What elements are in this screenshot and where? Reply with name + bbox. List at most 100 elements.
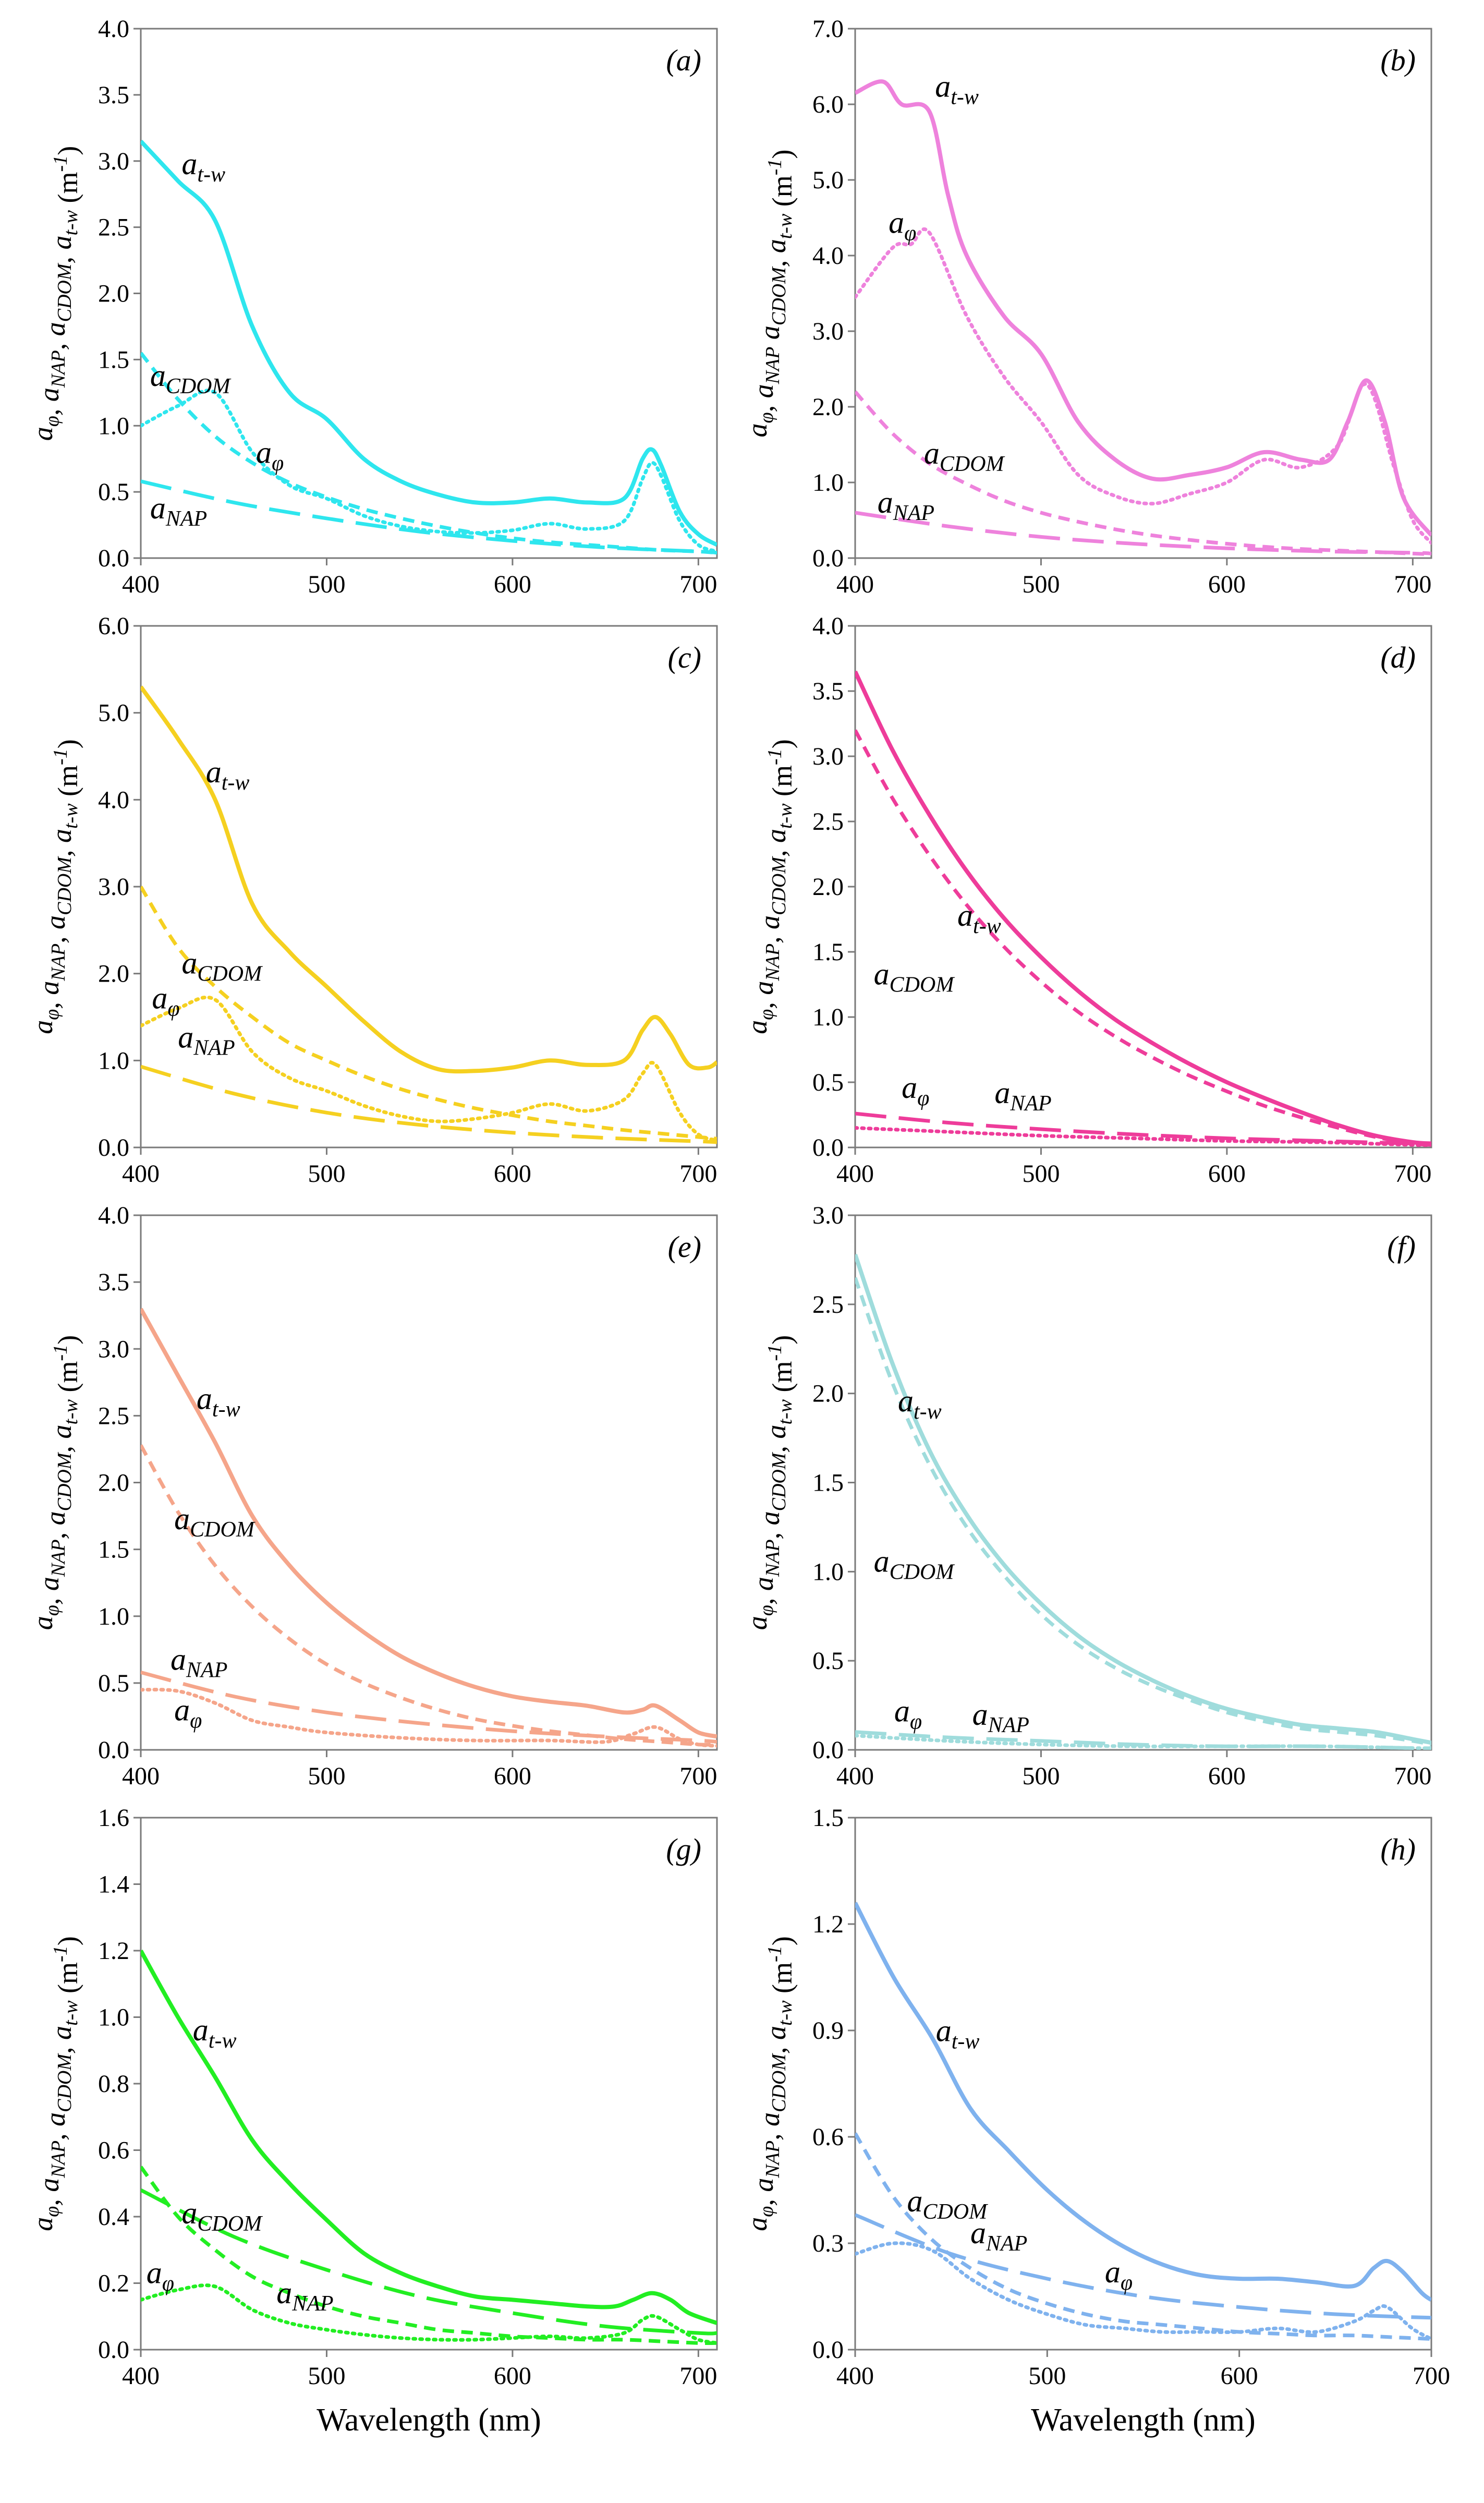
y-tick-label: 0.0 — [98, 2336, 129, 2364]
y-tick-label: 2.5 — [98, 214, 129, 241]
y-tick-label: 1.2 — [812, 1910, 844, 1938]
y-tick-label: 1.5 — [812, 1469, 844, 1497]
y-tick-label: 0.6 — [812, 2123, 844, 2151]
series-group — [141, 1950, 717, 2345]
series-a-- — [855, 227, 1431, 545]
x-tick-label: 400 — [836, 1160, 874, 1188]
x-tick-label: 700 — [679, 1762, 717, 1790]
x-tick-label: 500 — [1022, 1762, 1060, 1790]
x-tick-label: 700 — [1394, 1762, 1431, 1790]
y-axis-label: aφ, aNAP, aCDOM, at-w (m-1) — [741, 1936, 798, 2231]
series-a-t-w — [855, 670, 1431, 1146]
y-tick-label: 2.0 — [812, 873, 844, 901]
plot-frame — [854, 28, 1432, 559]
series-a-nap — [855, 1111, 1431, 1146]
series-a-- — [141, 995, 717, 1143]
y-tick-label: 1.0 — [98, 1603, 129, 1630]
y-tick-label: 1.0 — [98, 412, 129, 440]
x-tick-label: 600 — [494, 1762, 531, 1790]
series-a-t-w — [141, 1950, 717, 2325]
y-tick-label: 4.0 — [812, 612, 844, 640]
series-a-- — [855, 2241, 1431, 2341]
y-tick-label: 2.0 — [812, 1380, 844, 1408]
series-group — [855, 670, 1431, 1147]
y-tick-label: 1.5 — [98, 346, 129, 373]
y-tick-label: 0.0 — [98, 1134, 129, 1162]
y-tick-label: 7.0 — [812, 15, 844, 43]
y-axis-label: aφ, aNAP, aCDOM, at-w (m-1) — [741, 1335, 798, 1630]
y-axis-label: aφ, aNAP aCDOM, at-w (m-1) — [741, 150, 798, 438]
series-a-cdom — [141, 2166, 717, 2345]
x-tick-label: 600 — [1208, 1160, 1246, 1188]
panel-label: (c) — [668, 640, 701, 674]
y-tick-label: 3.0 — [812, 1202, 844, 1229]
series-a-t-w — [141, 1308, 717, 1739]
series-a-nap — [855, 511, 1431, 555]
x-tick-label: 400 — [122, 2362, 160, 2390]
series-a-t-w — [141, 685, 717, 1074]
x-axis-label: Wavelength (nm) — [1031, 2402, 1256, 2438]
y-tick-label: 5.0 — [812, 166, 844, 194]
series-a-- — [141, 389, 717, 553]
series-a-cdom — [855, 729, 1431, 1147]
y-tick-label: 1.0 — [98, 1047, 129, 1074]
panel-g: 0.0 0.2 0.4 0.6 0.8 1.0 1.2 1.4 1.6 400 500 600 700 a… — [27, 1804, 718, 2438]
series-a-nap — [855, 1730, 1431, 1750]
series-a-nap — [855, 2213, 1431, 2320]
x-tick-label: 700 — [1394, 571, 1431, 598]
x-tick-label: 700 — [1394, 1160, 1431, 1188]
x-tick-label: 700 — [1413, 2362, 1450, 2390]
y-tick-label: 0.3 — [812, 2230, 844, 2257]
series-group — [855, 1253, 1431, 1750]
y-tick-label: 3.0 — [98, 873, 129, 901]
series-a-nap — [141, 479, 717, 555]
y-tick-label: 5.0 — [98, 699, 129, 727]
y-tick-label: 1.5 — [812, 938, 844, 966]
y-tick-label: 1.0 — [98, 2004, 129, 2032]
x-tick-label: 700 — [679, 2362, 717, 2390]
x-tick-label: 600 — [1208, 571, 1246, 598]
x-tick-label: 500 — [308, 1762, 345, 1790]
y-tick-label: 2.0 — [98, 960, 129, 988]
series-a-- — [855, 1734, 1431, 1750]
y-tick-label: 1.5 — [812, 1804, 844, 1832]
y-tick-label: 1.5 — [98, 1536, 129, 1564]
y-tick-label: 0.0 — [812, 2336, 844, 2364]
y-axis-label: aφ, aNAP, aCDOM, at-w (m-1) — [741, 739, 798, 1034]
panel-label: (d) — [1380, 640, 1416, 674]
x-tick-label: 600 — [494, 1160, 531, 1188]
y-tick-label: 6.0 — [812, 91, 844, 118]
y-tick-label: 2.5 — [98, 1402, 129, 1430]
x-tick-label: 500 — [1022, 571, 1060, 598]
x-tick-label: 500 — [1022, 1160, 1060, 1188]
panel-label: (e) — [668, 1230, 701, 1264]
panel-e: 0.0 0.5 1.0 1.5 2.0 2.5 3.0 3.5 4.0 400 500 600 700 a… — [27, 1202, 718, 1790]
series-a-nap — [141, 1671, 717, 1744]
series-a-t-w — [855, 1902, 1431, 2302]
x-tick-label: 500 — [308, 1160, 345, 1188]
y-tick-label: 0.5 — [812, 1647, 844, 1675]
y-tick-label: 3.0 — [98, 1335, 129, 1363]
y-tick-label: 3.0 — [812, 743, 844, 770]
series-a-cdom — [855, 1277, 1431, 1747]
y-tick-label: 6.0 — [98, 612, 129, 640]
series-annotation: at-w — [206, 755, 250, 795]
y-tick-label: 3.0 — [98, 148, 129, 175]
panel-label: (a) — [666, 43, 701, 77]
x-tick-label: 400 — [836, 1762, 874, 1790]
y-axis-label: aφ, aNAP, aCDOM, at-w (m-1) — [27, 1335, 83, 1630]
series-group — [141, 139, 717, 555]
y-tick-label: 0.5 — [98, 478, 129, 506]
x-tick-label: 600 — [1221, 2362, 1258, 2390]
x-tick-label: 400 — [836, 2362, 874, 2390]
y-tick-label: 0.9 — [812, 2017, 844, 2045]
x-tick-label: 600 — [494, 2362, 531, 2390]
plot-frame — [854, 1817, 1432, 2351]
y-tick-label: 0.0 — [812, 1134, 844, 1162]
x-tick-label: 400 — [122, 571, 160, 598]
y-tick-label: 4.0 — [812, 242, 844, 270]
x-tick-label: 700 — [679, 571, 717, 598]
